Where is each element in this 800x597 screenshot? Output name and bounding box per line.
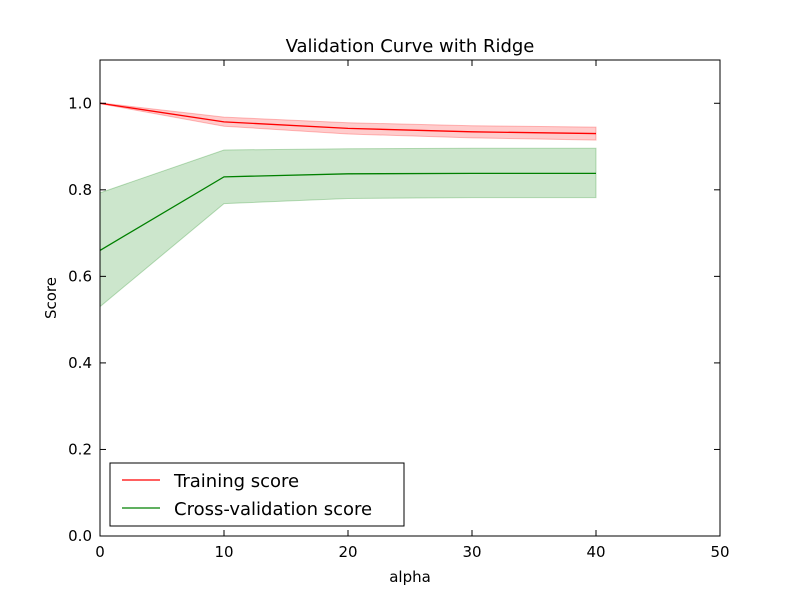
y-tick-label: 0.6 (68, 267, 92, 285)
y-tick-label: 1.0 (68, 94, 92, 112)
y-axis-label: Score (42, 277, 60, 319)
y-tick-label: 0.2 (68, 440, 92, 458)
y-tick-label: 0.0 (68, 527, 92, 545)
x-tick-label: 10 (214, 543, 233, 561)
cross-validation-score-band (99, 147, 597, 308)
confidence-bands (99, 102, 597, 308)
y-tick-label: 0.4 (68, 354, 92, 372)
y-tick-label: 0.8 (68, 181, 92, 199)
cross-validation-score-line (99, 172, 596, 251)
chart-title: Validation Curve with Ridge (286, 36, 535, 57)
training-score-band (99, 102, 597, 141)
x-axis-ticks: 0 10 20 30 40 50 (95, 60, 730, 561)
x-axis-label: alpha (389, 568, 431, 586)
legend-label-cross-validation: Cross-validation score (174, 499, 372, 520)
legend-label-training: Training score (173, 471, 299, 492)
legend: Training score Cross-validation score (109, 462, 405, 527)
x-tick-label: 20 (338, 543, 357, 561)
x-tick-label: 0 (95, 543, 105, 561)
legend-box (109, 462, 405, 527)
x-tick-label: 50 (710, 543, 729, 561)
x-tick-label: 30 (462, 543, 481, 561)
y-axis-ticks: 0.0 0.2 0.4 0.6 0.8 1.0 (68, 94, 720, 545)
x-tick-label: 40 (586, 543, 605, 561)
training-score-line (99, 102, 597, 135)
series-lines (99, 102, 597, 251)
plot-area-frame (99, 59, 721, 537)
